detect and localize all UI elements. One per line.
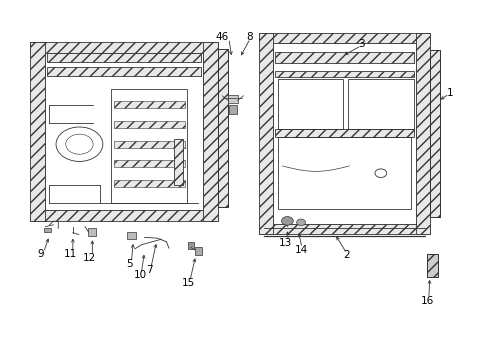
Text: 7: 7 (146, 265, 153, 275)
Bar (259, 33, 272, 234)
Bar (127, 232, 136, 239)
Text: 11: 11 (64, 249, 78, 259)
Bar (275, 129, 413, 137)
Bar (194, 247, 201, 255)
Bar (227, 95, 237, 103)
Bar (47, 53, 200, 62)
Text: 14: 14 (294, 245, 307, 255)
Bar (217, 49, 228, 207)
Bar (203, 42, 217, 221)
Bar (275, 71, 413, 77)
Bar (259, 224, 429, 234)
Text: 10: 10 (133, 270, 146, 280)
Text: 15: 15 (182, 278, 195, 288)
Bar (113, 101, 184, 108)
Circle shape (281, 217, 293, 225)
Bar (426, 253, 437, 277)
Bar (113, 180, 184, 187)
Circle shape (296, 219, 305, 226)
Bar (347, 79, 413, 129)
Text: 12: 12 (83, 253, 96, 263)
Bar (30, 42, 217, 53)
Bar (113, 160, 184, 167)
Bar (113, 121, 184, 128)
Bar (43, 228, 51, 232)
Text: 16: 16 (420, 296, 433, 306)
Text: 8: 8 (245, 32, 252, 41)
Text: 9: 9 (37, 249, 44, 259)
Bar (188, 242, 194, 249)
Bar (277, 79, 343, 129)
Text: 3: 3 (358, 40, 364, 49)
Bar (111, 89, 187, 203)
Bar (30, 211, 217, 221)
Bar (429, 50, 439, 217)
Bar (228, 105, 236, 114)
Bar (277, 137, 410, 210)
Bar (88, 228, 96, 235)
Bar (429, 50, 439, 217)
Bar (173, 139, 183, 185)
Text: 13: 13 (278, 238, 291, 248)
Bar (30, 42, 44, 221)
Bar (217, 49, 228, 207)
Bar (113, 140, 184, 148)
Bar (44, 53, 203, 211)
Bar (275, 52, 413, 63)
Text: 46: 46 (215, 32, 228, 41)
Text: 2: 2 (343, 250, 349, 260)
Bar (415, 33, 429, 234)
Text: 5: 5 (126, 259, 132, 269)
Bar (272, 43, 415, 224)
Bar (426, 253, 437, 277)
Bar (47, 67, 200, 76)
Bar (259, 33, 429, 43)
Text: 1: 1 (446, 88, 453, 98)
